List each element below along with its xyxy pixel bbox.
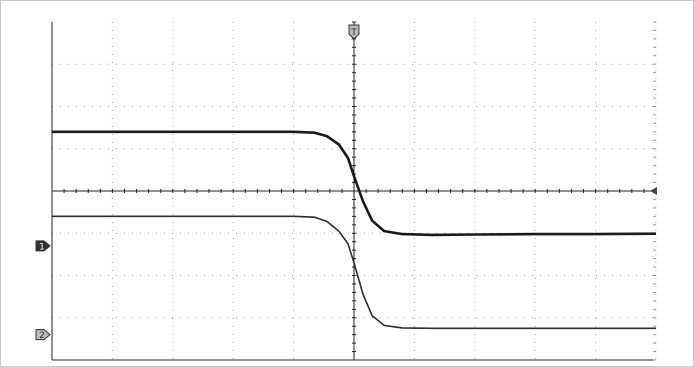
channel-marker-label: 2	[39, 331, 45, 341]
channel-marker-label: 1	[39, 242, 45, 252]
axis-ticks	[51, 21, 657, 361]
series-line-1	[52, 130, 657, 237]
channel-marker-shape	[35, 329, 51, 341]
right-level-marker	[650, 187, 657, 195]
trigger-marker: T	[348, 24, 360, 40]
trigger-marker-label: T	[350, 28, 357, 38]
trigger-marker-shape	[348, 24, 360, 40]
series-line-2	[52, 215, 656, 330]
channel-marker-2: 2	[35, 329, 51, 341]
channel-marker-shape	[35, 240, 51, 252]
channel-marker-1: 1	[35, 240, 51, 252]
